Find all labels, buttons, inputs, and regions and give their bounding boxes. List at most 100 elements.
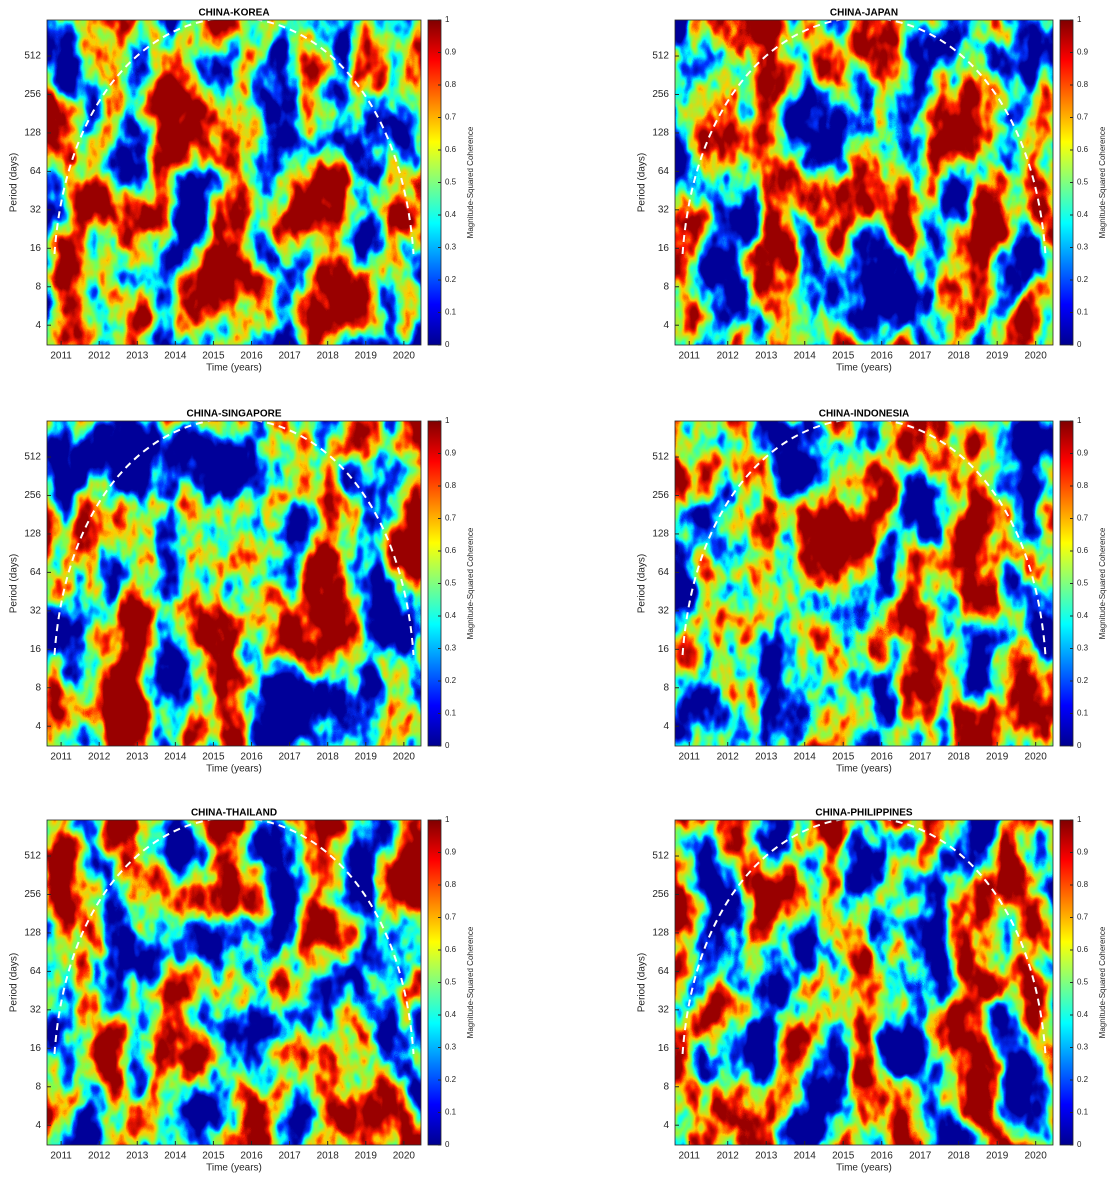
x-tick-label: 2019: [355, 1151, 378, 1162]
colorbar-tick-label: 0.2: [1077, 676, 1089, 685]
y-tick-label: 16: [30, 243, 42, 254]
y-tick-label: 128: [24, 128, 41, 139]
plot-frame: [46, 420, 422, 747]
y-axis-label: Period (days): [9, 953, 20, 1012]
y-tick-label: 64: [658, 166, 670, 177]
y-tick-label: 64: [30, 966, 42, 977]
x-tick-label: 2019: [355, 351, 378, 362]
x-tick-label: 2016: [240, 752, 263, 763]
y-tick-label: 128: [652, 529, 669, 540]
x-tick-label: 2020: [1025, 752, 1048, 763]
x-tick-label: 2019: [355, 752, 378, 763]
colorbar-tick-label: 0.2: [445, 1075, 457, 1084]
colorbar-tick-label: 0.6: [1077, 945, 1089, 954]
y-tick-label: 512: [24, 851, 41, 862]
colorbar-tick-label: 0.2: [1077, 1075, 1089, 1084]
x-tick-label: 2015: [202, 351, 225, 362]
y-tick-label: 4: [35, 1120, 41, 1131]
y-axis-label: Period (days): [637, 153, 648, 212]
colorbar-label: Magnitude-Squared Coherence: [1098, 527, 1107, 639]
colorbar-tick-label: 0.5: [445, 178, 457, 187]
colorbar-tick-label: 0.7: [1077, 514, 1089, 523]
colorbar-tick-label: 1: [1077, 15, 1082, 24]
y-tick-label: 32: [658, 605, 670, 616]
colorbar-tick-label: 0: [1077, 741, 1082, 750]
y-tick-label: 256: [24, 89, 41, 100]
y-tick-label: 256: [652, 89, 669, 100]
chart-title: CHINA-THAILAND: [191, 808, 277, 819]
x-tick-label: 2013: [755, 1151, 778, 1162]
x-tick-label: 2015: [202, 752, 225, 763]
cone-of-influence: [681, 20, 1047, 255]
x-tick-label: 2017: [278, 1151, 301, 1162]
y-tick-label: 8: [35, 1081, 41, 1092]
colorbar-tick-label: 0.7: [1077, 913, 1089, 922]
x-tick-label: 2017: [278, 351, 301, 362]
colorbar-tick-label: 0.6: [1077, 145, 1089, 154]
plot-frame: [674, 19, 1054, 346]
y-axis-label: Period (days): [9, 554, 20, 613]
x-axis-label: Time (years): [206, 764, 262, 775]
colorbar-tick-label: 0.3: [445, 644, 457, 653]
colorbar-tick-label: 0.7: [1077, 113, 1089, 122]
chart-title: CHINA-KOREA: [198, 8, 269, 19]
chart-title: CHINA-SINGAPORE: [186, 409, 281, 420]
x-tick-label: 2012: [88, 351, 111, 362]
colorbar-tick-label: 0.8: [1077, 481, 1089, 490]
colorbar-label: Magnitude-Squared Coherence: [1098, 126, 1107, 238]
x-tick-label: 2020: [393, 752, 416, 763]
chart-title: CHINA-JAPAN: [830, 8, 898, 19]
colorbar-tick-label: 0.3: [1077, 644, 1089, 653]
colorbar-tick-label: 0: [445, 741, 450, 750]
coherence-field: [675, 820, 1053, 1145]
x-axis-label: Time (years): [206, 363, 262, 374]
y-tick-label: 16: [30, 644, 42, 655]
colorbar-tick-label: 1: [445, 15, 450, 24]
y-tick-label: 8: [35, 682, 41, 693]
y-tick-label: 128: [652, 928, 669, 939]
y-tick-label: 4: [35, 320, 41, 331]
colorbar-tick-label: 0.9: [445, 48, 457, 57]
colorbar-tick-label: 0: [445, 340, 450, 349]
x-tick-label: 2019: [986, 1151, 1009, 1162]
x-tick-label: 2018: [948, 752, 971, 763]
x-tick-label: 2016: [871, 1151, 894, 1162]
colorbar-label: Magnitude-Squared Coherence: [466, 126, 475, 238]
y-tick-label: 32: [30, 605, 42, 616]
x-tick-label: 2018: [317, 752, 340, 763]
x-tick-label: 2014: [794, 1151, 817, 1162]
y-tick-label: 32: [658, 204, 670, 215]
y-tick-label: 8: [663, 1081, 669, 1092]
y-tick-label: 512: [652, 851, 669, 862]
colorbar-tick-label: 0.4: [1077, 611, 1089, 620]
x-axis-label: Time (years): [836, 1163, 892, 1174]
colorbar-tick-label: 0.1: [1077, 1108, 1089, 1117]
colorbar-tick-label: 0.8: [1077, 80, 1089, 89]
colorbar-tick-label: 0: [1077, 1140, 1082, 1149]
x-tick-label: 2012: [717, 752, 740, 763]
colorbar-tick-label: 0.4: [445, 1010, 457, 1019]
colorbar-tick-label: 0.5: [1077, 978, 1089, 987]
colorbar-tick-label: 0: [1077, 340, 1082, 349]
colorbar-tick-label: 0.3: [1077, 243, 1089, 252]
y-tick-label: 512: [652, 452, 669, 463]
colorbar-tick-label: 0.3: [445, 243, 457, 252]
y-tick-label: 256: [24, 889, 41, 900]
y-tick-label: 512: [24, 51, 41, 62]
colorbar-tick-label: 1: [445, 815, 450, 824]
colorbar-tick-label: 0.4: [1077, 210, 1089, 219]
x-tick-label: 2016: [871, 351, 894, 362]
x-tick-label: 2015: [832, 752, 855, 763]
y-tick-label: 256: [652, 889, 669, 900]
x-tick-label: 2014: [164, 752, 187, 763]
colorbar-tick-label: 0.2: [445, 275, 457, 284]
x-tick-label: 2011: [678, 752, 700, 763]
x-tick-label: 2018: [948, 1151, 971, 1162]
x-tick-label: 2011: [678, 1151, 700, 1162]
y-tick-label: 4: [35, 721, 41, 732]
x-tick-label: 2011: [678, 351, 700, 362]
x-tick-label: 2017: [278, 752, 301, 763]
y-tick-label: 8: [663, 281, 669, 292]
x-tick-label: 2016: [871, 752, 894, 763]
x-tick-label: 2015: [832, 1151, 855, 1162]
